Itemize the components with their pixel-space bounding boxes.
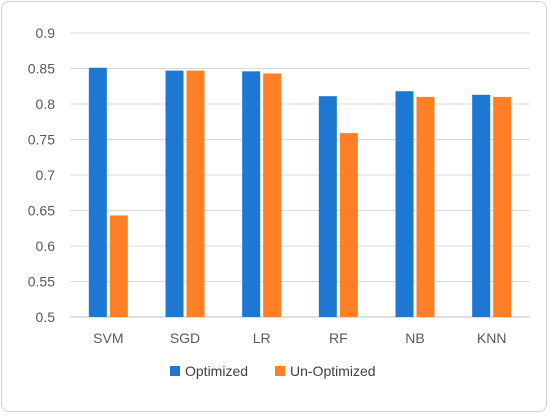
bar-optimized-lr bbox=[242, 71, 261, 317]
x-tick-label: RF bbox=[329, 330, 348, 346]
y-tick-label: 0.5 bbox=[36, 309, 56, 325]
bars bbox=[88, 67, 512, 318]
bar-un-optimized-lr bbox=[263, 73, 282, 317]
y-tick-label: 0.8 bbox=[36, 96, 56, 112]
legend: Optimized Un-Optimized bbox=[170, 363, 376, 379]
bar-optimized-nb bbox=[395, 91, 414, 317]
legend-label-optimized: Optimized bbox=[185, 363, 248, 379]
x-tick-label: NB bbox=[405, 330, 424, 346]
x-tick-label: KNN bbox=[477, 330, 507, 346]
bar-optimized-knn bbox=[472, 94, 491, 318]
bar-un-optimized-svm bbox=[109, 215, 128, 317]
y-tick-label: 0.65 bbox=[28, 203, 55, 219]
bar-un-optimized-sgd bbox=[186, 70, 205, 317]
y-axis-ticks: 0.5 0.55 0.6 0.65 0.7 0.75 0.8 0.85 0.9 bbox=[28, 25, 55, 325]
y-tick-label: 0.55 bbox=[28, 274, 55, 290]
x-tick-label: SVM bbox=[93, 330, 123, 346]
legend-label-un-optimized: Un-Optimized bbox=[290, 363, 376, 379]
legend-swatch-un-optimized bbox=[275, 366, 285, 376]
y-tick-label: 0.6 bbox=[36, 238, 56, 254]
y-tick-label: 0.85 bbox=[28, 61, 55, 77]
bar-optimized-rf bbox=[318, 96, 337, 317]
x-axis-ticks: SVM SGD LR RF NB KNN bbox=[93, 330, 506, 346]
bar-optimized-svm bbox=[88, 67, 107, 317]
gridlines bbox=[70, 32, 530, 318]
bar-un-optimized-nb bbox=[416, 96, 435, 318]
x-tick-label: SGD bbox=[170, 330, 200, 346]
bar-optimized-sgd bbox=[165, 70, 184, 317]
bar-un-optimized-rf bbox=[339, 133, 358, 317]
y-tick-label: 0.7 bbox=[36, 167, 56, 183]
legend-swatch-optimized bbox=[170, 366, 180, 376]
x-tick-label: LR bbox=[253, 330, 271, 346]
y-tick-label: 0.75 bbox=[28, 132, 55, 148]
bar-un-optimized-knn bbox=[493, 96, 512, 318]
y-tick-label: 0.9 bbox=[36, 25, 56, 41]
